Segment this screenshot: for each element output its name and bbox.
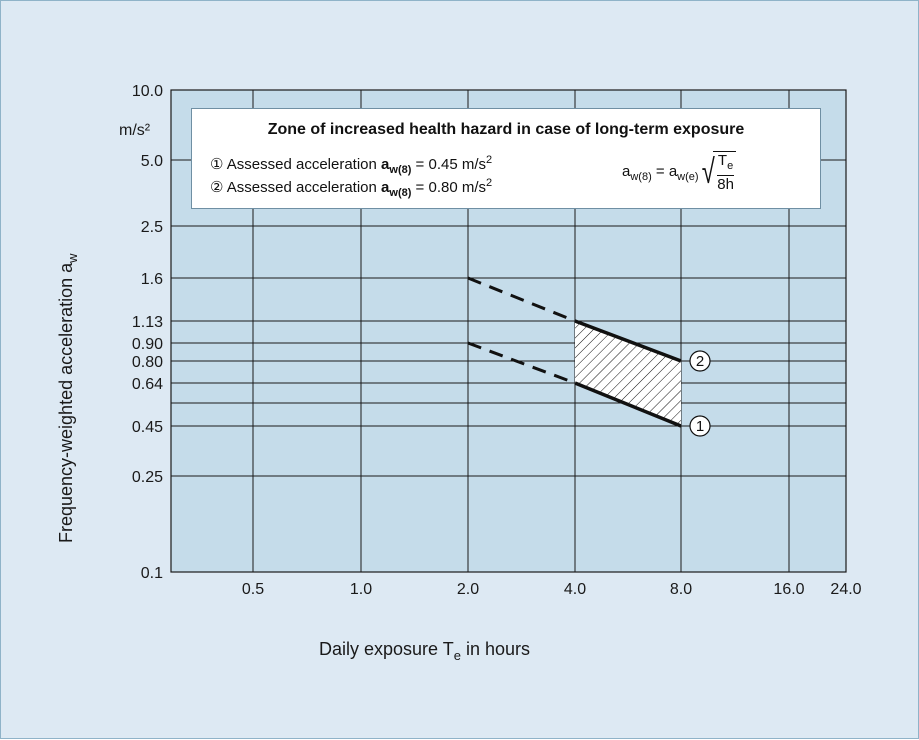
legend-item-1: ① Assessed acceleration aw(8) = 0.45 m/s… (210, 154, 493, 176)
formula-lhs-sub: w(8) (630, 170, 652, 183)
x-tick-label: 4.0 (564, 581, 586, 598)
y-tick-label: 5.0 (141, 153, 163, 170)
formula-fraction: Te 8h (717, 152, 734, 193)
legend-item-2-value: = 0.80 m/s (411, 179, 487, 196)
formula-eq: = a (651, 162, 678, 180)
y-tick-label: 1.13 (132, 314, 163, 331)
y-tick-label: 0.90 (132, 336, 163, 353)
hazard-zone-hatch (575, 321, 681, 426)
y-unit-label: m/s² (119, 122, 151, 139)
y-tick-label: 0.45 (132, 419, 163, 436)
series-2-marker-circle (689, 350, 711, 372)
y-tick-label: 2.5 (141, 219, 163, 236)
x-tick-label: 1.0 (350, 581, 372, 598)
formula-denominator: 8h (717, 176, 734, 193)
y-tick-label: 1.6 (141, 271, 163, 288)
formula-root: Te 8h (713, 151, 736, 193)
series-lines: 12 (467, 276, 711, 437)
symbol-a: a (381, 156, 390, 173)
series-1-solid-line (574, 381, 682, 428)
series-1-marker-circle (689, 415, 711, 437)
legend-title: Zone of increased health hazard in case … (267, 121, 745, 138)
series-2-dashed-line (467, 276, 576, 323)
legend-item-1-value: = 0.45 m/s (411, 156, 487, 173)
series-2-marker-label: 2 (696, 353, 704, 370)
x-axis-label: Daily exposure Te in hours (319, 639, 530, 663)
formula-numerator-sub: e (727, 160, 734, 172)
y-tick-label: 10.0 (132, 83, 163, 100)
gridlines (171, 90, 846, 572)
y-tick-label: 0.80 (132, 354, 163, 371)
x-tick-label: 8.0 (670, 581, 692, 598)
y-tick-label: 0.25 (132, 469, 163, 486)
formula: aw(8) = aw(e)√ Te 8h (622, 151, 736, 193)
axis-labels: m/s² Daily exposure Te in hours Frequenc… (56, 122, 530, 663)
sqrt-icon: √ (701, 153, 715, 191)
series-1-dashed-line (467, 341, 576, 385)
x-tick-label: 24.0 (830, 581, 861, 598)
x-tick-label: 16.0 (773, 581, 804, 598)
hazard-zone (575, 321, 681, 426)
legend-box: Zone of increased health hazard in case … (191, 108, 821, 209)
legend-item-2: ② Assessed acceleration aw(8) = 0.80 m/s… (210, 177, 493, 199)
x-tick-label: 0.5 (242, 581, 264, 598)
series-1-marker-label: 1 (696, 418, 704, 435)
y-axis-label: Frequency-weighted acceleration aw (56, 253, 80, 543)
symbol-sub: w(8) (389, 164, 412, 176)
symbol-sub: w(8) (389, 187, 412, 199)
y-tick-label: 0.1 (141, 565, 163, 582)
legend-item-1-text: ① Assessed acceleration (210, 156, 382, 173)
formula-rhs-sub: w(e) (677, 170, 699, 183)
tick-labels: 0.1 0.25 0.45 0.64 0.800.90 1.13 1.6 2.5 5.0 10.0… (132, 83, 862, 598)
legend-item-2-text: ② Assessed acceleration (210, 179, 382, 196)
series-2-solid-line (574, 319, 682, 363)
symbol-a: a (381, 179, 390, 196)
formula-lhs: a (622, 162, 631, 180)
y-tick-label: 0.64 (132, 376, 163, 393)
formula-numerator: T (717, 152, 728, 169)
x-tick-label: 2.0 (457, 581, 479, 598)
